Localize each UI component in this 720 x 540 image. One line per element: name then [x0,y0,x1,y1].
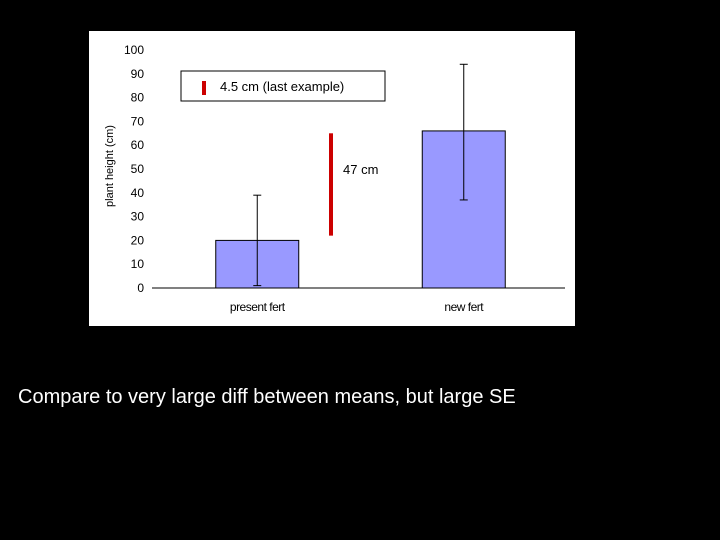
x-tick-label: new fert [444,300,484,314]
x-axis-tick-labels: present fert new fert [230,300,485,314]
y-tick-label: 30 [131,210,145,224]
y-tick-label: 50 [131,162,145,176]
y-tick-label: 90 [131,67,145,81]
annotation-note-text: 4.5 cm (last example) [220,79,344,94]
y-tick-label: 100 [124,43,144,57]
x-tick-label: present fert [230,300,286,314]
y-tick-label: 80 [131,91,145,105]
mean-difference-label: 47 cm [343,162,378,177]
error-bars [253,63,468,287]
annotations: 4.5 cm (last example) 47 cm [180,70,386,236]
y-axis-label: plant height (cm) [104,125,116,207]
bars [215,130,506,289]
slide-caption: Compare to very large diff between means… [18,386,516,408]
y-tick-label: 20 [131,233,145,247]
y-tick-label: 70 [131,114,145,128]
annotation-note-marker [202,81,206,95]
annotation-note-box [180,70,386,102]
chart-panel: plant height (cm) 0 10 20 30 40 50 60 70 80 90 100… [89,31,575,326]
mean-difference-line [329,133,333,236]
y-tick-label: 10 [131,257,145,271]
y-tick-label: 40 [131,186,145,200]
bar-chart: plant height (cm) 0 10 20 30 40 50 60 70 80 90 100… [104,43,565,314]
y-tick-label: 0 [137,281,144,295]
y-tick-label: 60 [131,138,145,152]
y-axis-ticks: 0 10 20 30 40 50 60 70 80 90 100 [124,43,144,295]
